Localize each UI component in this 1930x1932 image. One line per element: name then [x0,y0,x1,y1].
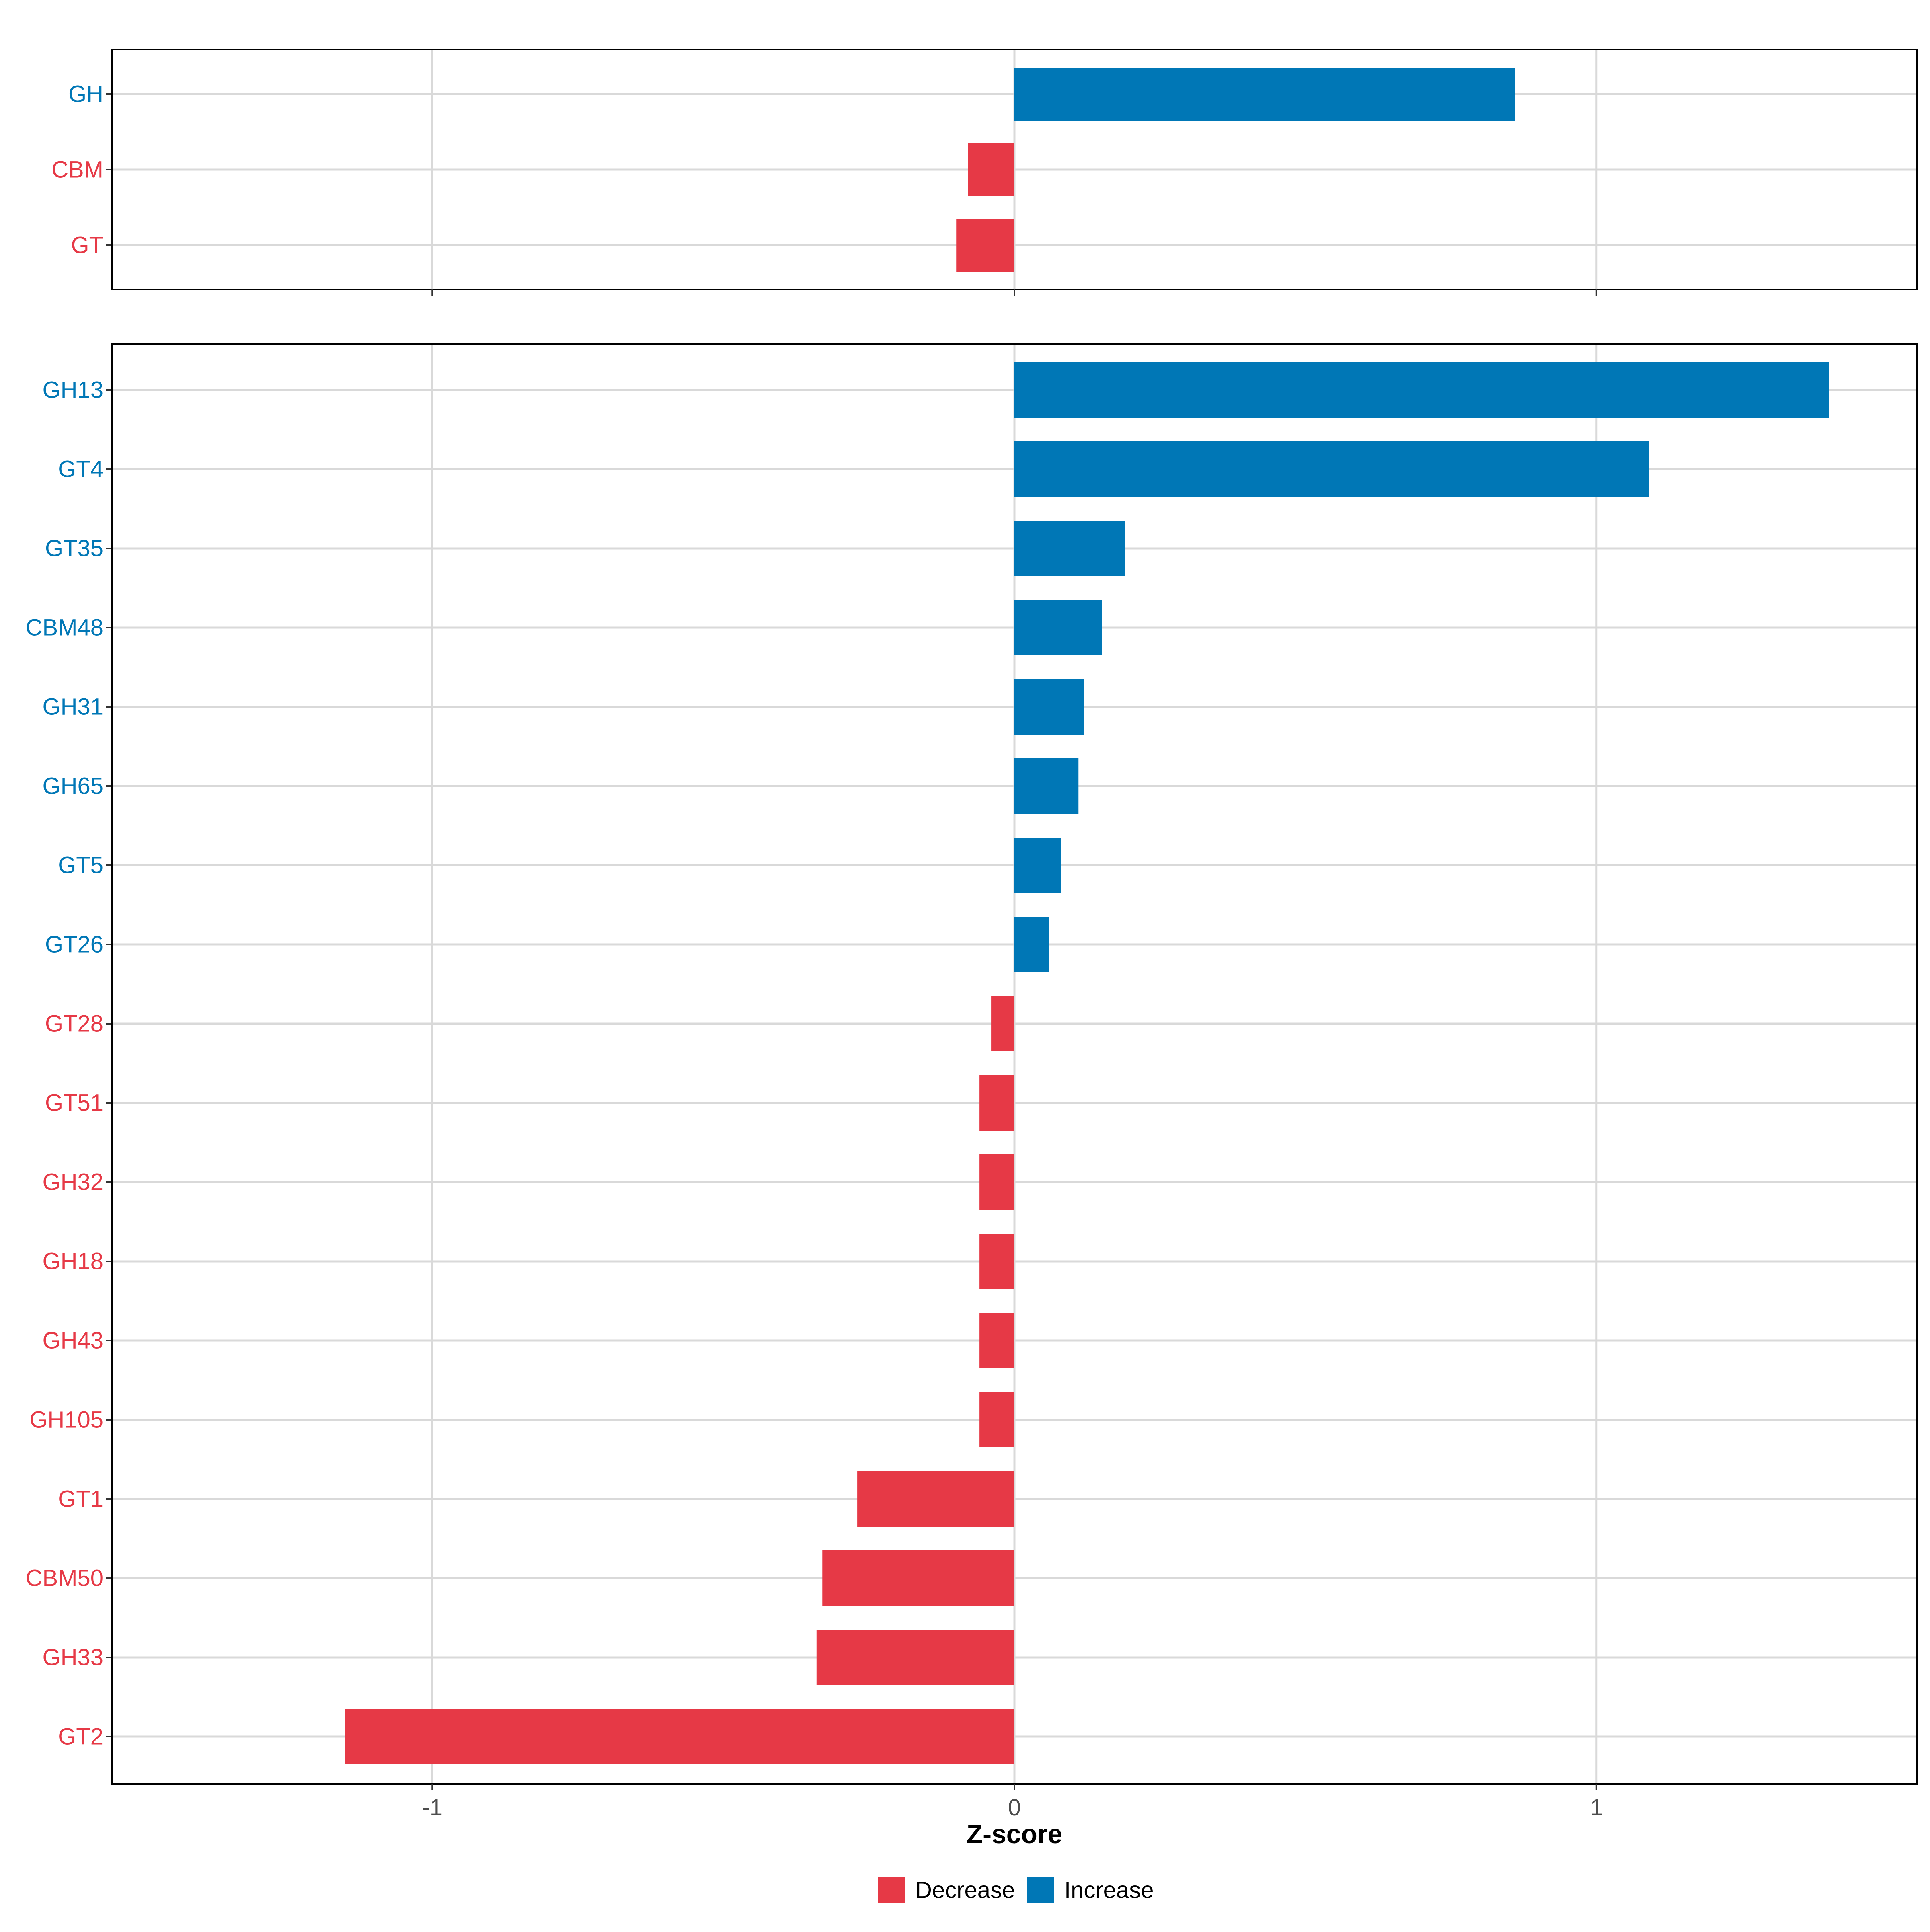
legend-label-decrease: Decrease [915,1877,1015,1903]
x-tick-label: 0 [1008,1794,1021,1821]
legend: Decrease Increase [878,1877,1154,1903]
y-tick-label: GH31 [42,694,103,720]
bar-gt [956,219,1014,272]
bar-gt5 [1014,838,1061,893]
y-tick-label: GH32 [42,1169,103,1195]
bar-gt2 [345,1709,1014,1764]
bar-gt4 [1014,441,1649,497]
x-tick-label: 1 [1590,1794,1603,1821]
bar-gh43 [979,1313,1014,1368]
bar-gh [1014,68,1515,121]
y-tick-label: GT4 [58,456,103,482]
y-tick-label: GH43 [42,1328,103,1354]
bar-gh31 [1014,679,1084,735]
bar-gt1 [857,1471,1014,1527]
legend-label-increase: Increase [1064,1877,1154,1903]
y-tick-label: CBM48 [26,615,103,641]
bar-gt51 [979,1075,1014,1131]
bar-gh13 [1014,362,1829,418]
bar-gh33 [816,1630,1014,1685]
x-axis: -1 0 1 [422,1794,1603,1821]
y-tick-label: GT5 [58,852,103,879]
bar-cbm [968,143,1014,196]
y-tick-label: CBM50 [26,1565,103,1591]
bar-gt28 [991,996,1014,1051]
x-axis-title: Z-score [967,1819,1062,1849]
bar-gt26 [1014,917,1049,972]
bar-cbm48 [1014,600,1102,655]
y-tick-label: GT2 [58,1724,103,1750]
y-tick-label: GT26 [45,932,103,958]
y-tick-label: GT [71,232,103,259]
top-panel: GH CBM GT [51,49,1918,296]
y-tick-label: GH [68,81,103,107]
legend-swatch-decrease [878,1877,905,1903]
y-tick-label: GT1 [58,1486,103,1512]
bar-gh65 [1014,758,1079,814]
y-tick-label: GH13 [42,377,103,403]
y-tick-label: GT51 [45,1090,103,1116]
x-tick-label: -1 [422,1794,443,1821]
y-tick-label: GH18 [42,1248,103,1275]
bar-gh105 [979,1392,1014,1447]
legend-swatch-increase [1027,1877,1054,1903]
bar-gt35 [1014,521,1125,576]
bar-gh18 [979,1234,1014,1289]
bar-cbm50 [822,1550,1014,1606]
y-tick-label: GT28 [45,1011,103,1037]
y-tick-label: GH33 [42,1645,103,1671]
bar-gh32 [979,1154,1014,1210]
y-tick-label: GH65 [42,773,103,799]
y-tick-label: CBM [51,157,103,183]
y-tick-label: GT35 [45,536,103,562]
y-tick-label: GH105 [29,1407,103,1433]
bottom-panel: GH13 GT4 GT35 CBM48 GH31 GH65 GT5 GT26 GT28 GT51 G… [26,343,1918,1790]
